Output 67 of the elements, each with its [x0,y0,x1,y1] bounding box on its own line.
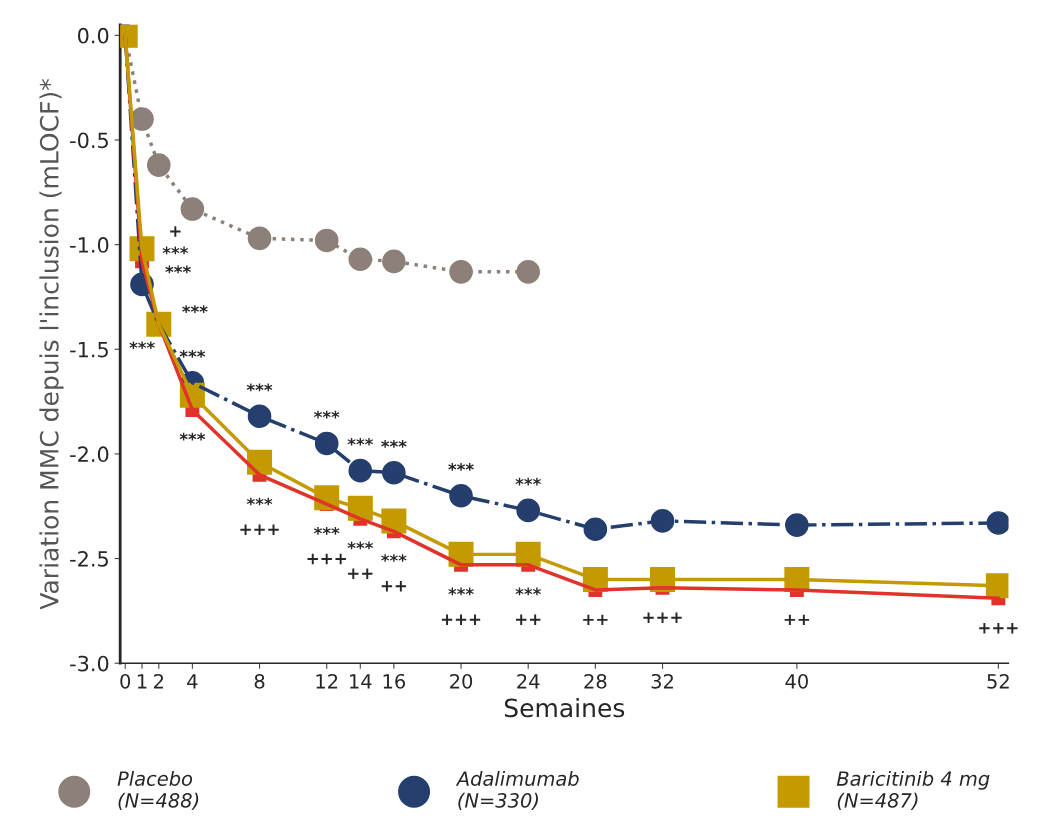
annotation: *** [179,349,206,358]
x-tick-label: 14 [350,674,372,689]
x-axis-title: Semaines [504,697,625,718]
y-tick-label: -1.5 [70,341,108,358]
legend-label: Baricitinib 4 mg (N=487) [836,770,990,811]
point [449,483,473,508]
point [314,228,339,253]
legend-label: Placebo (N=488) [117,770,199,811]
x-tick-label: 8 [254,673,265,689]
x-tick-label: 28 [584,673,607,689]
point [449,260,473,284]
annotation: *** [165,265,191,274]
annotation: *** [162,246,189,255]
annotation: *** [129,341,155,350]
annotation: + [170,226,181,237]
y-tick-label: -2.5 [70,551,108,567]
annotation: *** [515,587,541,596]
point [348,247,373,272]
annotation: *** [313,410,340,419]
annotation: *** [448,587,474,596]
y-tick-label: -0.5 [70,132,108,149]
y-tick-label: 0.0 [78,27,109,44]
annotation: +++ [240,524,279,535]
x-tick-label: 12 [316,673,338,689]
annotation: ++ [516,614,541,625]
annotation: +++ [979,623,1018,634]
x-tick-label: 16 [383,673,406,689]
annotation: *** [246,383,273,392]
annotation: *** [347,437,374,446]
y-tick-label: -2.0 [70,446,109,463]
y-tick-label: -1.0 [70,237,109,253]
annotation: ++ [583,614,608,626]
annotation: +++ [441,614,481,625]
x-tick-label: 20 [450,673,473,689]
annotation: *** [313,526,340,535]
y-axis-title: Variation MMC depuis l'inclusion (mLOCF)* [39,79,64,610]
x-tick-label: 4 [187,674,198,689]
annotation: ++ [381,581,407,592]
annotation: +++ [643,612,682,624]
x-tick-label: 40 [785,673,808,689]
point [986,511,1009,535]
x-tick-label: 2 [154,673,164,689]
annotation: *** [381,554,407,562]
annotation: *** [182,305,208,314]
annotation: *** [515,477,541,486]
legend-label: Adalimumab (N=330) [455,770,579,811]
point [516,260,541,284]
annotation: +++ [307,553,346,565]
point [516,498,541,523]
point [146,153,171,177]
point [180,197,205,221]
point [382,460,406,485]
point [247,226,272,251]
annotation: *** [246,497,273,506]
annotation: ++ [348,568,373,579]
y-tick-label: -3.0 [70,655,109,672]
x-tick-label: 0 [120,673,131,689]
x-tick-label: 1 [137,674,147,689]
point [382,249,406,274]
annotation: *** [381,439,407,448]
x-tick-label: 24 [517,673,540,689]
annotation: *** [179,432,206,441]
x-tick-label: 32 [651,673,673,689]
annotation: *** [347,541,374,550]
x-tick-label: 52 [987,673,1009,689]
annotation: ++ [784,614,810,626]
annotation: *** [448,463,474,471]
